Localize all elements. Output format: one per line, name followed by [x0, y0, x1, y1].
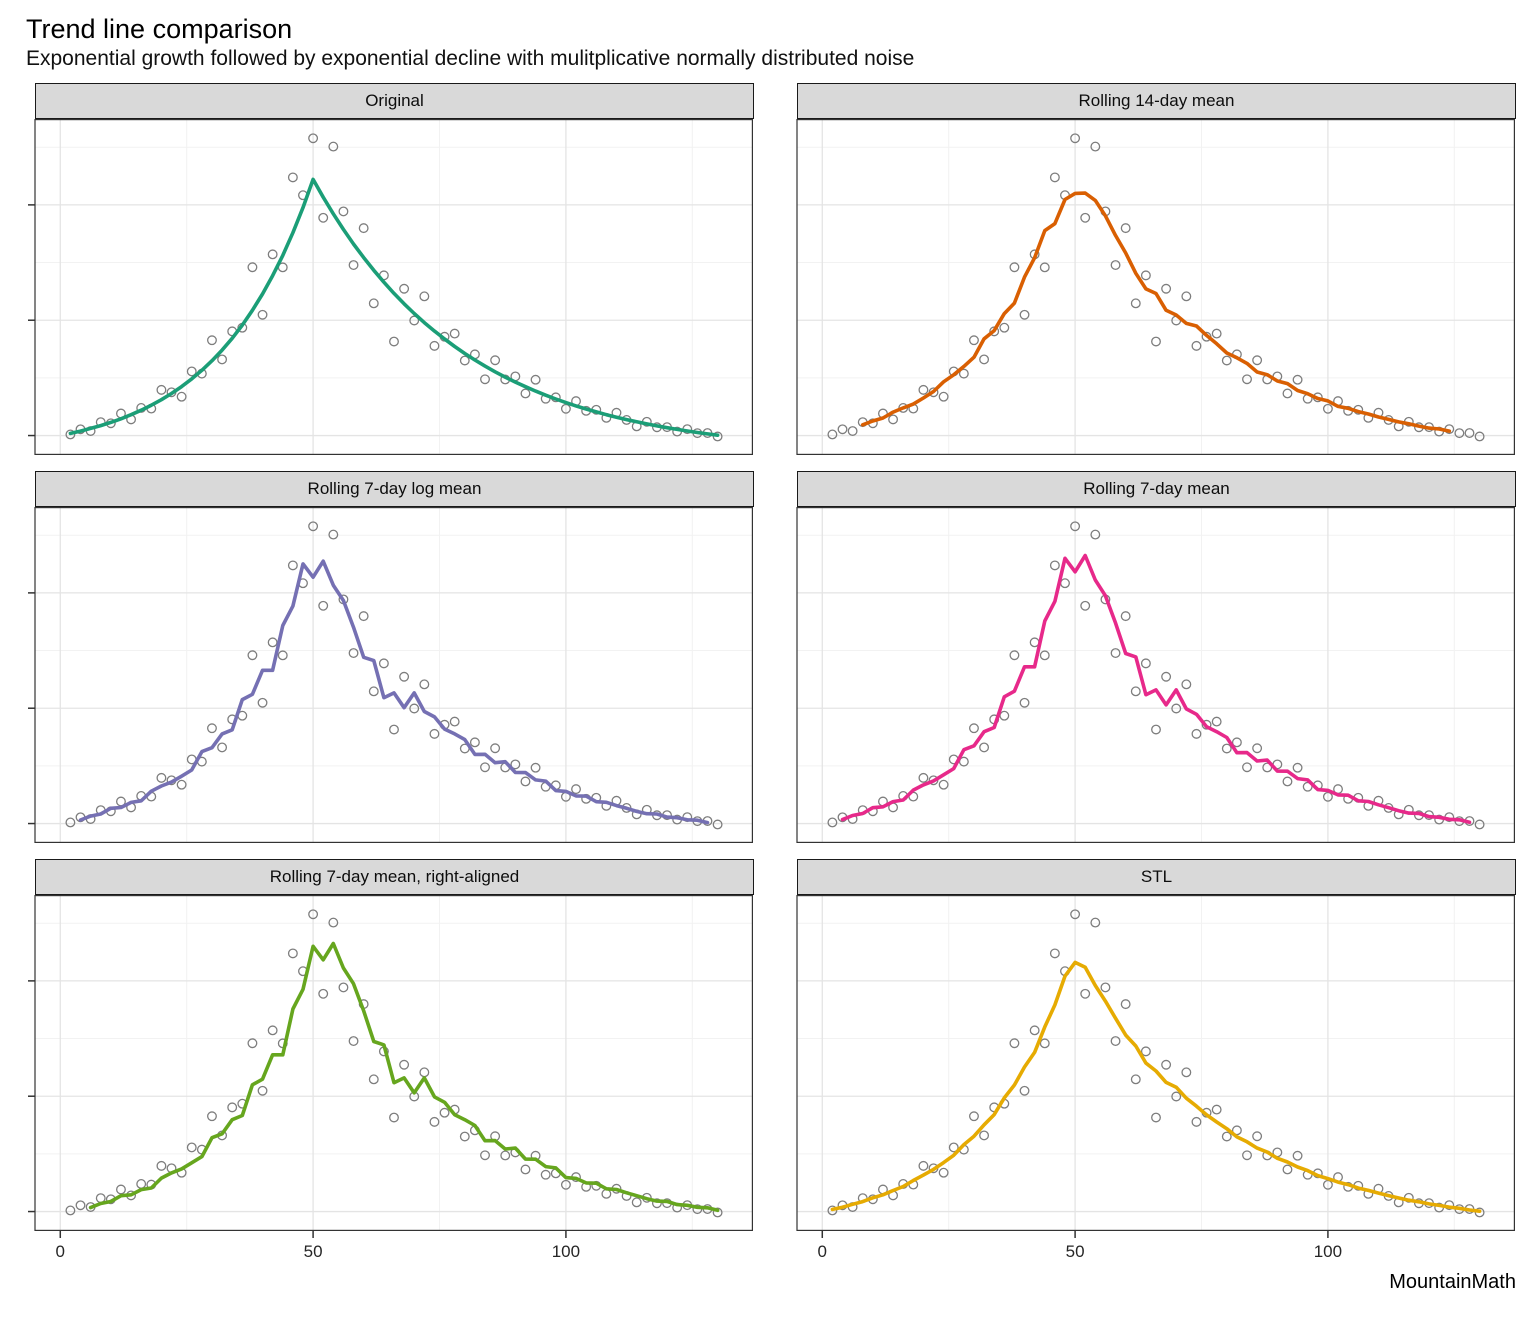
page-root: Trend line comparison Exponential growth…	[26, 14, 1516, 1293]
svg-text:0: 0	[818, 1242, 827, 1261]
facet-panel-original	[28, 119, 754, 455]
facet-panel-rolling-7-day-log-mean	[28, 507, 754, 843]
facet-strip-rolling-7-day-mean-right-aligned: Rolling 7-day mean, right-aligned	[35, 859, 754, 895]
facet-strip-rolling-14-day-mean: Rolling 14-day mean	[797, 83, 1516, 119]
facet-panel-rolling-14-day-mean	[796, 119, 1516, 455]
facet-strip-rolling-7-day-mean: Rolling 7-day mean	[797, 471, 1516, 507]
svg-text:0: 0	[56, 1242, 65, 1261]
facet-original: Original	[26, 83, 754, 455]
facet-stl: STL 0 50 100	[788, 859, 1516, 1263]
facet-rolling-7-day-log-mean: Rolling 7-day log mean	[26, 471, 754, 843]
facet-strip-stl: STL	[797, 859, 1516, 895]
chart-subtitle: Exponential growth followed by exponenti…	[26, 47, 915, 70]
svg-text:50: 50	[1066, 1242, 1085, 1261]
caption-mountainmath: MountainMath	[1389, 1271, 1516, 1293]
svg-text:50: 50	[304, 1242, 323, 1261]
facet-rolling-14-day-mean: Rolling 14-day mean	[788, 83, 1516, 455]
facet-strip-rolling-7-day-log-mean: Rolling 7-day log mean	[35, 471, 754, 507]
facet-panel-rolling-7-day-mean	[796, 507, 1516, 843]
facet-strip-original: Original	[35, 83, 754, 119]
facet-panel-rolling-7-day-mean-right-aligned: 0 50 100	[28, 895, 754, 1261]
chart-title: Trend line comparison	[26, 14, 293, 44]
facet-rolling-7-day-mean-right-aligned: Rolling 7-day mean, right-aligned 0 50 100	[26, 859, 754, 1263]
facet-panel-stl: 0 50 100	[796, 895, 1516, 1261]
svg-text:100: 100	[1314, 1242, 1342, 1261]
facet-grid: Original Rolling 14-day mean Rolling 7-d…	[26, 83, 1516, 1263]
facet-rolling-7-day-mean: Rolling 7-day mean	[788, 471, 1516, 843]
svg-text:100: 100	[552, 1242, 580, 1261]
